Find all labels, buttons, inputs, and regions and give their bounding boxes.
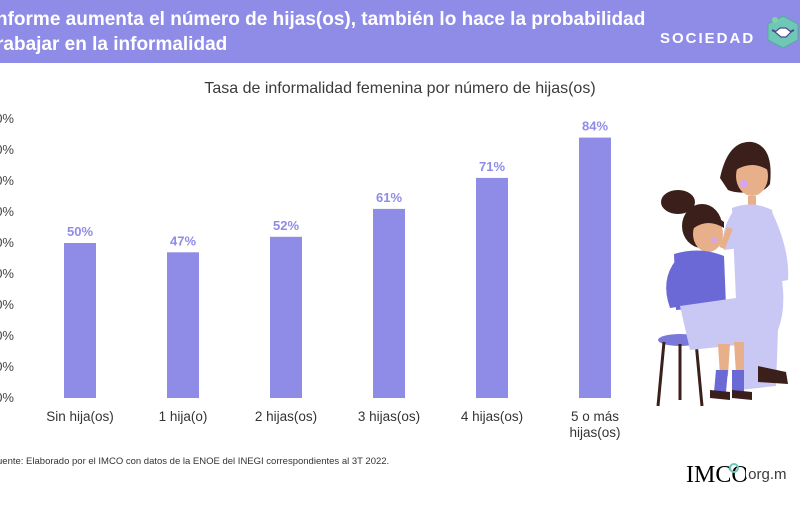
y-tick-label: 80% bbox=[0, 142, 14, 157]
x-tick-label: Sin hija(os) bbox=[46, 409, 114, 424]
data-label: 61% bbox=[376, 190, 402, 205]
chart-title: Tasa de informalidad femenina por número… bbox=[204, 80, 596, 97]
y-tick-label: 70% bbox=[0, 173, 14, 188]
y-tick-label: 90% bbox=[0, 111, 14, 126]
y-tick-label: 40% bbox=[0, 266, 14, 281]
bar bbox=[167, 252, 199, 398]
y-tick-label: 10% bbox=[0, 359, 14, 374]
y-tick-label: 20% bbox=[0, 328, 14, 343]
x-tick-label: 3 hijas(os) bbox=[358, 409, 420, 424]
source-note: uente: Elaborado por el IMCO con datos d… bbox=[0, 456, 390, 467]
data-label: 71% bbox=[479, 159, 505, 174]
data-label: 52% bbox=[273, 218, 299, 233]
y-tick-label: 0% bbox=[0, 390, 14, 405]
header-banner: nforme aumenta el número de hijas(os), t… bbox=[0, 0, 800, 63]
x-tick-label: 2 hijas(os) bbox=[255, 409, 317, 424]
page-title-line-1: nforme aumenta el número de hijas(os), t… bbox=[0, 9, 646, 30]
x-tick-label: hijas(os) bbox=[569, 425, 620, 440]
page-title-line-2: rabajar en la informalidad bbox=[0, 34, 228, 55]
bar bbox=[579, 137, 611, 398]
logo-domain: .org.m bbox=[744, 466, 787, 483]
y-tick-label: 30% bbox=[0, 297, 14, 312]
data-label: 47% bbox=[170, 233, 196, 248]
page-title: nforme aumenta el número de hijas(os), t… bbox=[0, 7, 686, 57]
mother-daughter-illustration bbox=[656, 141, 789, 407]
bar bbox=[270, 236, 302, 398]
section-label: SOCIEDAD bbox=[660, 30, 756, 47]
y-tick-label: 50% bbox=[0, 235, 14, 250]
bar bbox=[64, 243, 96, 398]
handshake-icon bbox=[767, 15, 799, 49]
data-label: 84% bbox=[582, 119, 608, 134]
bar bbox=[373, 208, 405, 398]
x-tick-label: 1 hija(o) bbox=[159, 409, 208, 424]
imco-logo: IMCO bbox=[686, 462, 746, 488]
data-label: 50% bbox=[67, 224, 93, 239]
x-tick-label: 5 o más bbox=[571, 409, 619, 424]
x-tick-label: 4 hijas(os) bbox=[461, 409, 523, 424]
bar bbox=[476, 177, 508, 398]
y-tick-label: 60% bbox=[0, 204, 14, 219]
imco-logo-text: IMCO bbox=[686, 462, 746, 488]
